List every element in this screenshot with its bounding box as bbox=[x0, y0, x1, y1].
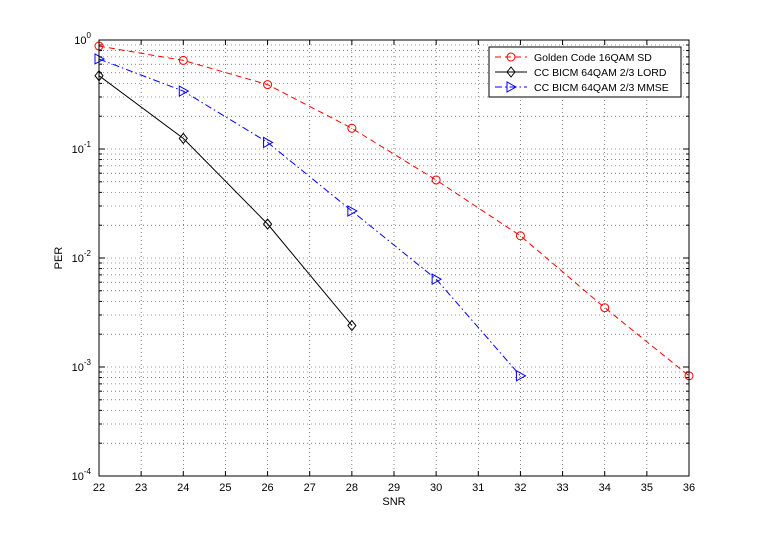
grid-lines bbox=[99, 40, 689, 476]
x-tick-label: 32 bbox=[514, 482, 526, 494]
axis-ticks bbox=[98, 39, 690, 477]
data-point-marker bbox=[178, 55, 188, 65]
y-tick-labels: 10-4 10-3 10-2 10-1 100 bbox=[72, 31, 92, 483]
data-point-marker bbox=[515, 369, 527, 382]
series-line bbox=[98, 75, 353, 326]
legend-label: CC BICM 64QAM 2/3 MMSE bbox=[534, 82, 669, 94]
y-tick-label: 10-4 bbox=[72, 467, 92, 483]
y-axis-label: PER bbox=[53, 247, 65, 270]
x-tick-labels: 22 23 24 25 26 27 28 29 30 31 32 33 34 35 36 bbox=[93, 482, 695, 494]
x-tick-label: 27 bbox=[304, 482, 316, 494]
x-tick-label: 36 bbox=[683, 482, 695, 494]
series-line bbox=[98, 58, 521, 377]
x-tick-label: 30 bbox=[430, 482, 442, 494]
x-tick-label: 26 bbox=[261, 482, 273, 494]
legend-label: Golden Code 16QAM SD bbox=[534, 52, 652, 64]
legend-label: CC BICM 64QAM 2/3 LORD bbox=[534, 67, 667, 79]
legend-marker bbox=[506, 81, 518, 93]
data-point-marker bbox=[600, 303, 610, 313]
data-point-marker bbox=[178, 132, 188, 145]
y-tick-label: 10-1 bbox=[72, 140, 92, 156]
x-tick-label: 34 bbox=[599, 482, 611, 494]
y-tick-label: 100 bbox=[74, 31, 91, 47]
data-point-marker bbox=[347, 319, 357, 332]
data-point-marker bbox=[515, 231, 525, 241]
series-layer bbox=[94, 41, 694, 382]
data-point-marker bbox=[347, 205, 358, 217]
x-tick-label: 25 bbox=[219, 482, 231, 494]
legend-marker bbox=[506, 52, 516, 62]
series-3 bbox=[94, 53, 527, 382]
y-tick-label: 10-3 bbox=[72, 358, 92, 374]
x-tick-label: 31 bbox=[472, 482, 484, 494]
x-tick-label: 29 bbox=[388, 482, 400, 494]
x-tick-label: 35 bbox=[641, 482, 653, 494]
data-point-marker bbox=[263, 136, 274, 149]
x-tick-label: 22 bbox=[93, 482, 105, 494]
y-tick-label: 10-2 bbox=[72, 249, 92, 265]
data-point-marker bbox=[431, 273, 443, 285]
data-point-marker bbox=[178, 85, 190, 97]
x-tick-label: 33 bbox=[556, 482, 568, 494]
data-point-marker bbox=[347, 123, 357, 133]
data-point-marker bbox=[431, 175, 441, 185]
legend: Golden Code 16QAM SD CC BICM 64QAM 2/3 LO… bbox=[488, 46, 682, 98]
series-1 bbox=[94, 41, 694, 381]
x-tick-label: 28 bbox=[346, 482, 358, 494]
x-tick-label: 24 bbox=[177, 482, 189, 494]
data-point-marker bbox=[263, 80, 273, 90]
data-point-marker bbox=[262, 218, 273, 230]
legend-marker bbox=[506, 66, 516, 78]
x-tick-label: 23 bbox=[135, 482, 147, 494]
series-line bbox=[98, 45, 690, 377]
x-axis-label: SNR bbox=[382, 496, 405, 508]
